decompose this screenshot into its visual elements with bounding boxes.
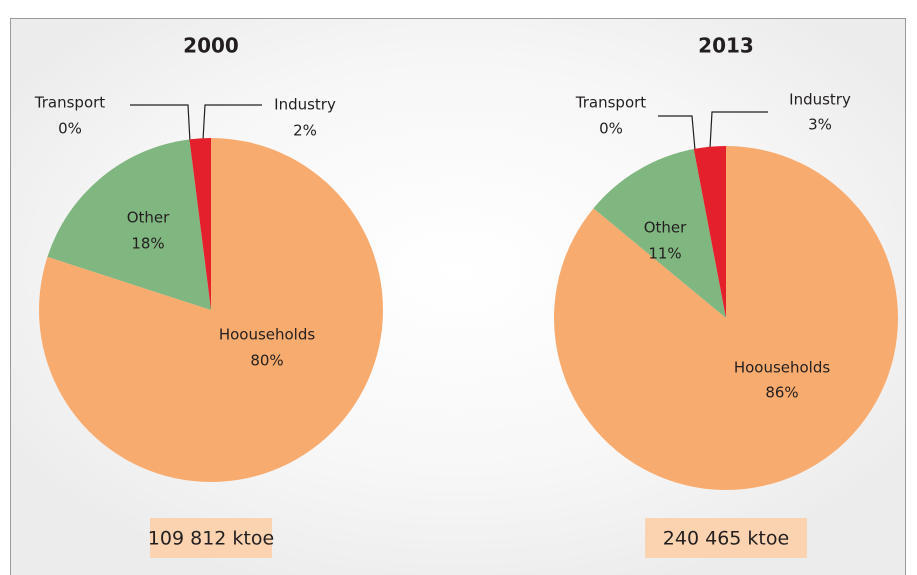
chart-title: 2013 [698, 34, 754, 58]
footer: 109 812 ktoe [148, 528, 274, 550]
pie-slice [693, 146, 726, 318]
value-label: 2% [293, 122, 317, 140]
pie-slice [593, 149, 726, 318]
pie-slice [189, 138, 211, 310]
slice-label: Transport [34, 94, 106, 112]
value-label: 86% [765, 384, 798, 402]
value-label: 3% [808, 116, 832, 134]
leader-line [130, 104, 191, 143]
value-label: 11% [648, 245, 681, 263]
leader-line [202, 104, 262, 141]
footer-box [150, 518, 272, 558]
value-label: 18% [131, 235, 164, 253]
slice-label: Industry [274, 96, 336, 114]
value-label: 0% [599, 120, 623, 138]
chart-title: 2000 [183, 34, 239, 58]
value-label: 0% [58, 120, 82, 138]
leader-line [658, 115, 696, 151]
slice-label: Other [644, 219, 687, 237]
leader-line [709, 111, 768, 149]
slice-label: Transport [575, 94, 647, 112]
slice-label: Hoouseholds [734, 359, 831, 377]
footer: 240 465 ktoe [663, 528, 789, 550]
footer-box [645, 518, 807, 558]
pie-slice [47, 139, 212, 310]
value-label: 80% [250, 352, 283, 370]
slice-label: Other [127, 209, 170, 227]
slice-label: Hoouseholds [219, 326, 316, 344]
slice-label: Industry [789, 91, 851, 109]
